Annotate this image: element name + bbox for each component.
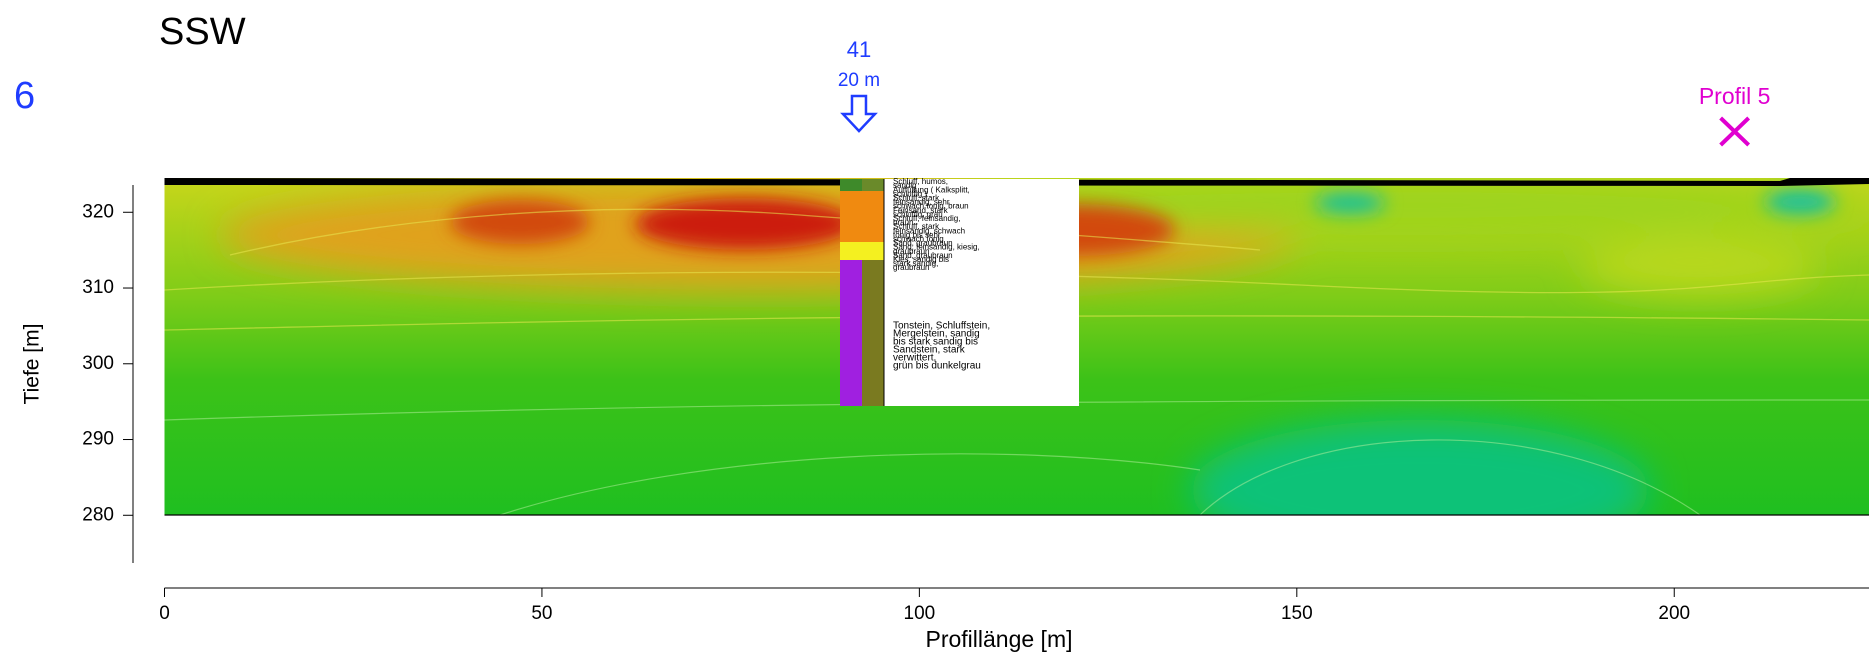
- x-tick-label: 150: [1281, 603, 1313, 624]
- y-tick-label: 320: [82, 201, 114, 222]
- layer-text: Sand, feinsandig, kiesig,: [893, 243, 980, 252]
- layer-text: Auffüllung ( Kalksplitt,: [893, 185, 970, 194]
- layer-text: Tonstein, Schluffstein,: [893, 321, 990, 332]
- layer-text: tonig bis sehr: [893, 230, 941, 239]
- layer-text: Schluff, stark: [893, 194, 940, 203]
- layer-text: bis stark sandig bis: [893, 337, 978, 348]
- y-tick-label: 310: [82, 277, 114, 298]
- layer-text: verwittert,: [893, 353, 936, 364]
- layer-text: braun: [893, 218, 913, 227]
- layer-text: Schluff, feinsandig,: [893, 214, 960, 223]
- layer-text: Feinsand, stark: [893, 206, 949, 215]
- layer-text: schluffig ): [893, 189, 927, 198]
- side-label: 6: [14, 75, 35, 117]
- layer-text: schwach tonig, braun: [893, 202, 969, 211]
- borehole-arrow: [840, 94, 878, 133]
- profile-cross: [1719, 116, 1751, 147]
- profile-marker: Profil 5: [1699, 83, 1771, 147]
- y-axis-label: Tiefe [m]: [21, 324, 44, 405]
- layer-text: graubraun: [893, 247, 929, 256]
- x-tick-label: 100: [904, 603, 936, 624]
- layer-text: feinsandig, schwach: [893, 226, 965, 235]
- y-tick-label: 300: [82, 353, 114, 374]
- x-tick-label: 0: [159, 603, 170, 624]
- layer-text: graubraun: [893, 263, 929, 272]
- x-tick-label: 200: [1658, 603, 1690, 624]
- borehole-marker: 41 20 m: [838, 37, 880, 133]
- layer-text: sandig: [893, 181, 917, 190]
- layer-text: stark sandig,: [893, 259, 938, 268]
- layer-text: Sand, graubraun: [893, 251, 953, 260]
- layer-text: grün bis dunkelgrau: [893, 361, 981, 372]
- profile-label: Profil 5: [1699, 83, 1771, 109]
- chart-title: SSW: [159, 11, 246, 53]
- borehole-label: 41: [847, 37, 871, 62]
- layer-text: Kies, sandig bis: [893, 255, 949, 264]
- layer-text: Sandstein, stark: [893, 345, 966, 356]
- layer-text: schwach tonig: [893, 235, 944, 244]
- borehole-depth: 20 m: [838, 70, 880, 91]
- layer-text: Schluff, stark: [893, 222, 940, 231]
- x-tick-label: 50: [531, 603, 552, 624]
- y-tick-label: 290: [82, 429, 114, 450]
- layer-text: Mergelstein, sandig: [893, 329, 980, 340]
- layer-text: feinsandig, sehr: [893, 198, 950, 207]
- y-tick-label: 280: [82, 504, 114, 525]
- layer-text: Schluff, humos,: [893, 177, 948, 186]
- layer-text: schluffig, grau: [893, 210, 943, 219]
- layer-text: Sand, graubraun: [893, 239, 953, 248]
- x-axis-label: Profillänge [m]: [925, 626, 1072, 652]
